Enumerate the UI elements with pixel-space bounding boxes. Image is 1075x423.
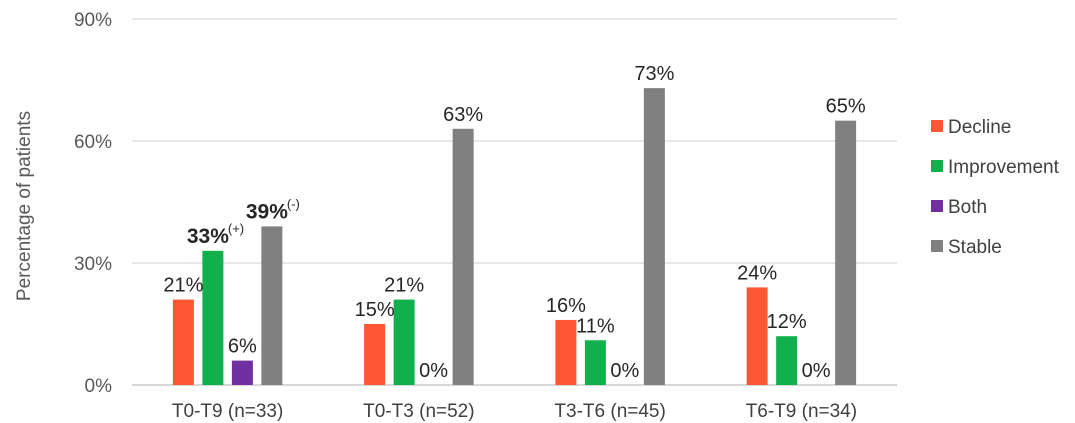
data-label: 65% — [826, 96, 866, 118]
y-tick-label: 0% — [85, 376, 113, 397]
bar-decline — [746, 287, 768, 385]
legend-label: Decline — [948, 117, 1011, 138]
data-label: 16% — [546, 295, 586, 317]
legend-label: Stable — [948, 237, 1002, 258]
y-tick-label: 30% — [74, 254, 112, 275]
bar-decline — [555, 319, 577, 385]
data-label: 0% — [610, 360, 639, 382]
data-label: 63% — [443, 104, 483, 126]
bar-stable — [261, 226, 283, 385]
data-label: 21% — [384, 275, 424, 297]
legend-swatch-improvement — [931, 160, 943, 172]
x-category-label: T0-T9 (n=33) — [172, 401, 283, 422]
data-label: 15% — [355, 299, 395, 321]
bar-decline — [172, 299, 194, 385]
data-label-superscript: (-) — [287, 196, 300, 211]
y-tick-label: 90% — [74, 10, 112, 31]
y-axis-label: Percentage of patients — [14, 111, 35, 301]
legend-label: Improvement — [948, 157, 1060, 178]
bar-stable — [643, 88, 665, 385]
bar-improvement — [202, 250, 224, 385]
x-category-label: T3-T6 (n=45) — [554, 401, 665, 422]
bars — [172, 88, 857, 386]
legend-swatch-decline — [931, 120, 943, 132]
x-category-label: T6-T9 (n=34) — [746, 401, 857, 422]
bar-decline — [364, 324, 386, 385]
x-axis-categories: T0-T9 (n=33) T0-T3 (n=52) T3-T6 (n=45) T6-T… — [172, 401, 857, 422]
data-label: 6% — [228, 336, 257, 358]
legend: Decline Improvement Both Stable — [931, 117, 1060, 258]
data-label: 21% — [163, 275, 203, 297]
data-label-superscript: (+) — [228, 221, 244, 236]
data-label: 73% — [634, 63, 674, 85]
data-label: 11% — [576, 315, 615, 337]
bar-both — [231, 360, 253, 385]
bar-improvement — [776, 336, 798, 385]
bar-improvement — [393, 299, 415, 385]
data-label: 24% — [737, 262, 777, 284]
data-label: 12% — [767, 311, 807, 333]
data-label: 33% — [187, 225, 229, 248]
x-category-label: T0-T3 (n=52) — [363, 401, 474, 422]
y-tick-label: 60% — [74, 132, 112, 153]
bar-stable — [835, 120, 857, 386]
y-axis-ticks: 0% 30% 60% 90% — [74, 10, 112, 397]
data-label: 0% — [802, 360, 831, 382]
data-label: 39% — [246, 200, 288, 223]
bar-improvement — [584, 340, 606, 385]
legend-swatch-stable — [931, 240, 943, 252]
gridlines — [132, 18, 897, 386]
legend-label: Both — [948, 197, 987, 218]
data-labels: 21%33%(+)6%39%(-)15%21%0%63%16%11%0%73%2… — [163, 63, 865, 382]
bar-stable — [452, 128, 474, 386]
legend-swatch-both — [931, 200, 943, 212]
data-label: 0% — [419, 360, 448, 382]
